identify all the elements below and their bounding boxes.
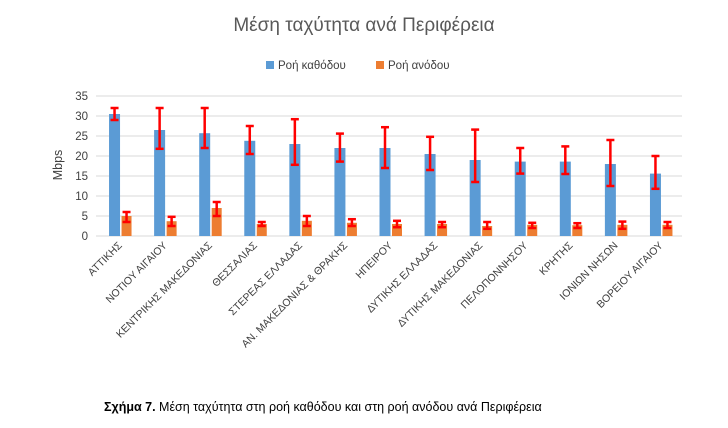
- bar-upstream: [256, 224, 267, 236]
- caption-label: Σχήμα 7.: [104, 400, 156, 414]
- y-tick-label: 30: [75, 111, 88, 123]
- bar-downstream: [559, 161, 571, 236]
- bar-upstream: [346, 222, 357, 236]
- y-tick-label: 35: [75, 91, 88, 103]
- y-axis-label: Mbps: [51, 150, 65, 181]
- chart: Μέση ταχύτητα ανά Περιφέρεια Ροή καθόδου…: [51, 15, 682, 350]
- bar-upstream: [121, 216, 132, 236]
- bar-downstream: [154, 130, 166, 236]
- y-tick-label: 15: [75, 171, 88, 183]
- x-tick-label: ΣΤΕΡΕΑΣ ΕΛΛΑΔΑΣ: [227, 239, 306, 318]
- bar-downstream: [334, 148, 346, 236]
- bar-upstream: [527, 224, 538, 236]
- bar-upstream: [392, 224, 402, 236]
- y-tick-label: 10: [75, 191, 88, 203]
- legend-swatch: [376, 61, 384, 69]
- y-tick-label: 20: [75, 151, 88, 163]
- bar-downstream: [199, 133, 211, 236]
- bar-downstream: [469, 160, 481, 236]
- bar-upstream: [437, 224, 448, 236]
- legend: Ροή καθόδου Ροή ανόδου: [266, 60, 450, 72]
- bar-downstream: [109, 114, 121, 236]
- bar-upstream: [572, 225, 583, 236]
- error-bars: [110, 106, 672, 231]
- bar-downstream: [424, 154, 436, 236]
- bar-upstream: [617, 224, 628, 236]
- bar-downstream: [604, 164, 616, 236]
- legend-swatch: [266, 61, 274, 69]
- x-tick-label: ΚΕΝΤΡΙΚΗΣ ΜΑΚΕΔΟΝΙΑΣ: [114, 239, 215, 340]
- bar-upstream: [211, 208, 222, 236]
- y-tick-label: 25: [75, 131, 88, 143]
- x-tick-label: ΔΥΤΙΚΗΣ ΜΑΚΕΔΟΝΙΑΣ: [395, 239, 485, 329]
- y-tick-label: 0: [82, 231, 88, 243]
- bar-upstream: [662, 224, 673, 236]
- bar-downstream: [514, 161, 526, 236]
- bar-downstream: [289, 144, 301, 236]
- bar-upstream: [301, 220, 312, 236]
- x-tick-label: ΘΕΣΣΑΛΙΑΣ: [210, 239, 260, 289]
- chart-title: Μέση ταχύτητα ανά Περιφέρεια: [233, 15, 494, 36]
- legend-label: Ροή ανόδου: [388, 60, 450, 72]
- caption-text: Μέση ταχύτητα στη ροή καθόδου και στη ρο…: [155, 400, 542, 414]
- x-tick-label: ΗΠΕΙΡΟΥ: [353, 240, 395, 282]
- bar-downstream: [649, 173, 661, 236]
- bar-downstream: [379, 148, 391, 236]
- y-tick-label: 5: [82, 211, 88, 223]
- legend-label: Ροή καθόδου: [278, 60, 346, 72]
- y-axis-ticks: 0 5 10 15 20 25 30 35: [75, 91, 88, 243]
- bar-downstream: [244, 140, 256, 236]
- bar-upstream: [166, 221, 177, 236]
- figure-caption: Σχήμα 7. Μέση ταχύτητα στη ροή καθόδου κ…: [104, 400, 542, 414]
- bars: [109, 114, 673, 236]
- bar-upstream: [482, 226, 493, 236]
- x-tick-label: ΑΤΤΙΚΗΣ: [86, 239, 125, 278]
- x-tick-label: ΚΡΗΤΗΣ: [537, 239, 576, 278]
